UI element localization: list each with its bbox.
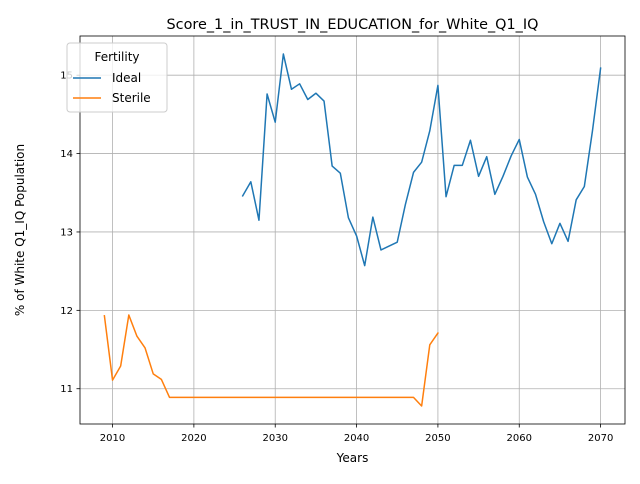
- y-axis-label: % of White Q1_IQ Population: [13, 144, 27, 316]
- chart-title: Score_1_in_TRUST_IN_EDUCATION_for_White_…: [167, 17, 539, 33]
- x-axis-label: Years: [336, 451, 369, 465]
- x-tick-label: 2020: [181, 433, 206, 444]
- series-lines: [103, 53, 602, 407]
- y-tick-label: 14: [60, 149, 73, 160]
- x-tick-label: 2010: [100, 433, 125, 444]
- series-line-ideal: [241, 53, 602, 267]
- x-tick-label: 2050: [425, 433, 450, 444]
- y-tick-label: 13: [60, 227, 73, 238]
- plot-frame: [79, 35, 626, 425]
- x-tick-label: 2040: [344, 433, 369, 444]
- x-tick-label: 2070: [588, 433, 613, 444]
- y-tick-label: 12: [60, 306, 73, 317]
- legend-box: [66, 42, 168, 113]
- series-line-sterile: [103, 314, 439, 407]
- legend-title: Fertility: [94, 50, 139, 64]
- y-tick-label: 11: [60, 384, 73, 395]
- grid-lines: [80, 36, 625, 424]
- legend-label-sterile: Sterile: [112, 91, 151, 105]
- legend: Fertility Ideal Sterile: [66, 42, 168, 113]
- axis-ticks: 20102020203020402050206020701112131415: [60, 71, 613, 444]
- x-tick-label: 2060: [507, 433, 532, 444]
- legend-label-ideal: Ideal: [112, 71, 141, 85]
- x-tick-label: 2030: [262, 433, 287, 444]
